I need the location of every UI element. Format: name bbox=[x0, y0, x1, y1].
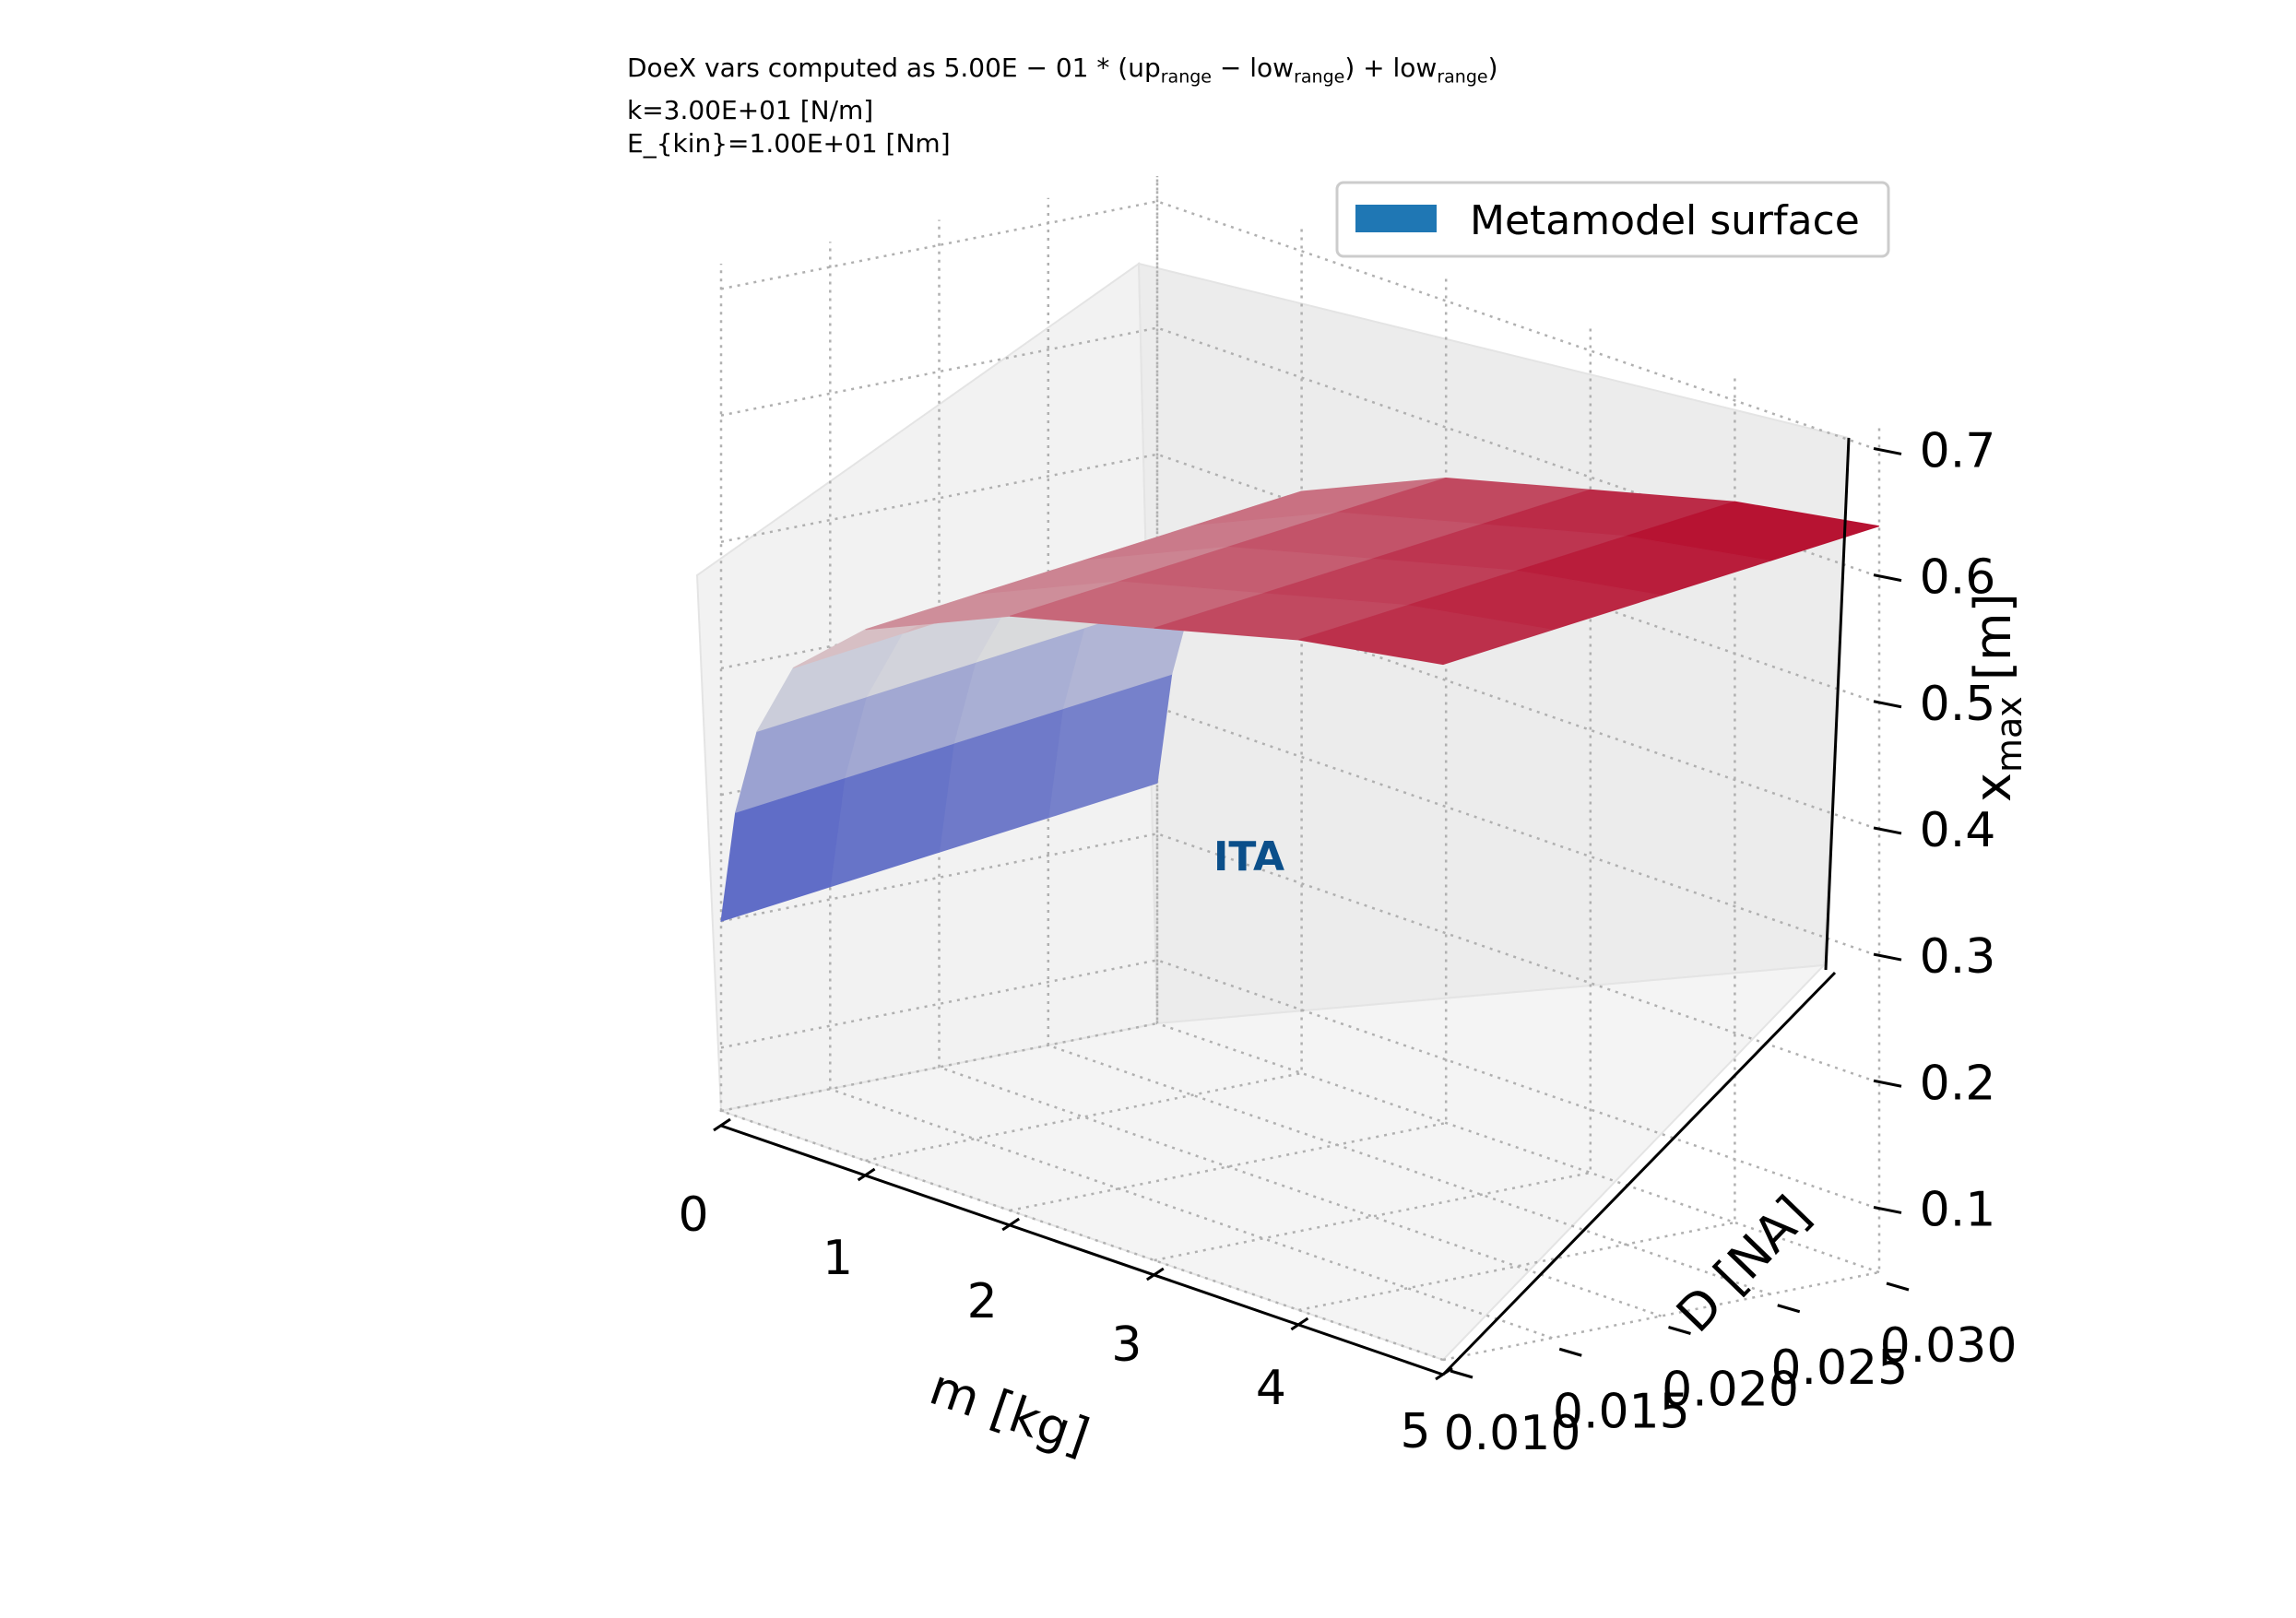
x-ticks: 0 1 2 3 4 5 bbox=[678, 1117, 1453, 1459]
z-tick-label: 0.4 bbox=[1920, 803, 1996, 858]
z-tick-label: 0.2 bbox=[1920, 1056, 1996, 1111]
title-line-2: k=3.00E+01 [N/m] bbox=[627, 94, 874, 125]
y-tick-label: 0.025 bbox=[1770, 1340, 1908, 1396]
title-line-3: E_{kin}=1.00E+01 [Nm] bbox=[627, 127, 951, 159]
y-tick-mark bbox=[1450, 1369, 1473, 1379]
x-tick-mark bbox=[713, 1117, 731, 1132]
y-tick-mark bbox=[1886, 1281, 1910, 1292]
x-tick-label: 1 bbox=[823, 1231, 853, 1286]
z-ticks: 0.1 0.2 0.3 0.4 0.5 0.6 0.7 bbox=[1873, 423, 1996, 1237]
z-tick-label: 0.3 bbox=[1920, 929, 1996, 985]
z-tick-mark bbox=[1873, 1205, 1902, 1214]
x-tick-mark bbox=[857, 1167, 876, 1182]
z-tick-mark bbox=[1873, 952, 1902, 962]
y-axis-label: D [NA] bbox=[1665, 1185, 1821, 1343]
x-tick-mark bbox=[1145, 1267, 1165, 1281]
title-line-1: DoeX vars computed as 5.00E − 01 * (upra… bbox=[627, 53, 1498, 88]
y-tick-label: 0.020 bbox=[1662, 1363, 1799, 1418]
x-tick-label: 0 bbox=[678, 1187, 708, 1243]
grid-line-y bbox=[829, 242, 1553, 1340]
z-tick-mark bbox=[1873, 826, 1902, 835]
y-tick-label: 0.015 bbox=[1553, 1384, 1690, 1439]
grid-line-y bbox=[938, 219, 1662, 1317]
x-tick-mark bbox=[1435, 1366, 1453, 1381]
legend: Metamodel surface bbox=[1335, 181, 1890, 258]
z-tick-mark bbox=[1873, 573, 1902, 583]
grid-lines bbox=[719, 176, 1881, 1362]
metamodel-surface bbox=[720, 477, 1880, 923]
x-tick-label: 4 bbox=[1256, 1361, 1286, 1416]
z-tick-mark bbox=[1873, 446, 1902, 455]
z-tick-mark bbox=[1873, 700, 1902, 709]
y-axis-line bbox=[1441, 971, 1837, 1376]
y-tick-mark bbox=[1558, 1347, 1582, 1357]
x-tick-label: 3 bbox=[1111, 1317, 1142, 1373]
x-tick-label: 2 bbox=[967, 1274, 998, 1329]
x-axis-label: m [kg] bbox=[923, 1358, 1096, 1466]
watermark-logo: ITA bbox=[1213, 833, 1284, 880]
x-tick-label: 5 bbox=[1400, 1404, 1430, 1459]
z-tick-label: 0.7 bbox=[1920, 423, 1996, 478]
chart-title: DoeX vars computed as 5.00E − 01 * (upra… bbox=[627, 52, 1498, 160]
z-axis-label: xmax [m] bbox=[1964, 593, 2030, 802]
legend-frame bbox=[1335, 181, 1890, 258]
y-tick-label: 0.030 bbox=[1880, 1318, 2018, 1374]
z-tick-label: 0.1 bbox=[1920, 1182, 1996, 1237]
grid-line-y bbox=[1155, 176, 1880, 1274]
y-tick-mark bbox=[1777, 1304, 1801, 1314]
z-tick-label: 0.6 bbox=[1920, 550, 1996, 606]
x-tick-mark bbox=[1290, 1317, 1309, 1331]
legend-label: Metamodel surface bbox=[1470, 197, 1860, 244]
x-tick-mark bbox=[1001, 1217, 1021, 1232]
x-axis-line bbox=[720, 1124, 1444, 1376]
z-tick-label: 0.5 bbox=[1920, 677, 1996, 732]
z-axis-line bbox=[1824, 437, 1851, 971]
grid-line-y bbox=[719, 264, 1444, 1362]
grid-line-y bbox=[1047, 197, 1771, 1295]
z-tick-mark bbox=[1873, 1079, 1902, 1088]
y-tick-mark bbox=[1668, 1326, 1691, 1335]
y-tick-label: 0.010 bbox=[1444, 1406, 1581, 1461]
surface-facet bbox=[1298, 605, 1553, 666]
legend-swatch bbox=[1355, 205, 1437, 232]
